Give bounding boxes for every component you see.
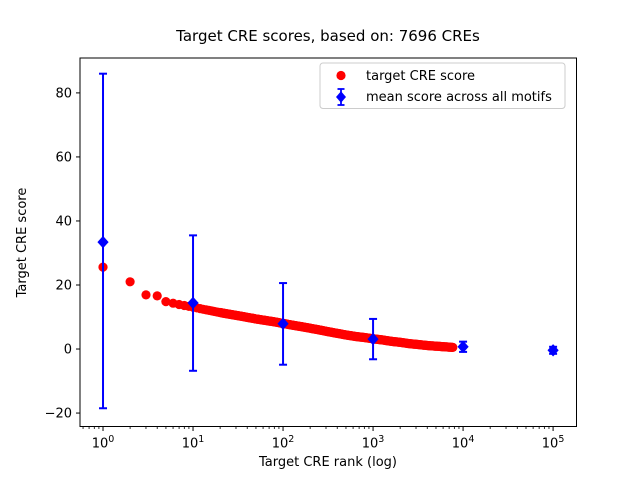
mean-score-errorbar	[457, 340, 469, 353]
chart-title: Target CRE scores, based on: 7696 CREs	[175, 27, 480, 45]
y-axis-label: Target CRE score	[15, 188, 30, 299]
y-tick-label: 20	[55, 278, 72, 293]
x-axis-label: Target CRE rank (log)	[258, 455, 397, 470]
y-tick-label: 0	[64, 343, 72, 358]
x-tick-label: 102	[272, 434, 295, 452]
x-tick-label: 100	[92, 434, 115, 452]
legend-label-target: target CRE score	[366, 69, 475, 84]
target-score-point	[161, 297, 171, 307]
mean-score-diamond	[457, 340, 469, 353]
mean-score-diamond	[187, 296, 199, 310]
mean-score-diamond	[277, 317, 289, 330]
axes-frame	[79, 57, 577, 427]
target-score-points	[98, 262, 458, 352]
blue-diamond-errorbar-marker	[336, 88, 346, 106]
x-tick-label: 103	[362, 434, 385, 452]
axis-ticks: −20 0 20 40 60 80 100 101 102 103 104 105	[45, 86, 565, 451]
target-score-point	[125, 277, 135, 287]
target-score-point	[448, 342, 458, 352]
x-tick-label: 101	[182, 434, 205, 452]
red-circle-marker	[336, 70, 346, 81]
mean-score-diamond	[367, 332, 379, 346]
mean-score-errorbar	[277, 282, 289, 366]
y-tick-label: 60	[55, 150, 72, 165]
legend-item-target: target CRE score	[336, 69, 475, 84]
plot-data-layer	[97, 72, 559, 410]
mean-score-errorbars	[97, 72, 559, 410]
x-tick-label: 105	[542, 434, 565, 452]
mean-score-diamond	[97, 235, 109, 249]
mean-score-diamond	[547, 344, 559, 357]
legend-item-mean: mean score across all motifs	[336, 88, 552, 106]
x-tick-label: 104	[452, 434, 475, 452]
mean-score-errorbar	[187, 234, 199, 372]
mean-score-errorbar	[97, 72, 109, 410]
legend: target CRE score mean score across all m…	[319, 62, 566, 109]
legend-label-mean: mean score across all motifs	[366, 90, 552, 105]
mean-score-errorbar	[547, 344, 559, 357]
y-tick-label: 40	[55, 214, 72, 229]
y-tick-label: 80	[55, 86, 72, 101]
target-score-point	[152, 291, 162, 301]
y-tick-label: −20	[45, 407, 72, 422]
mean-score-errorbar	[367, 317, 379, 361]
target-score-point	[141, 290, 151, 300]
legend-box	[319, 62, 566, 109]
